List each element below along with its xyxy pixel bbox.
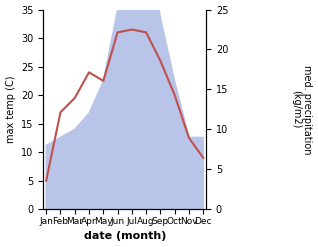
Y-axis label: med. precipitation
(kg/m2): med. precipitation (kg/m2) xyxy=(291,65,313,154)
Y-axis label: max temp (C): max temp (C) xyxy=(5,76,16,143)
X-axis label: date (month): date (month) xyxy=(84,231,166,242)
